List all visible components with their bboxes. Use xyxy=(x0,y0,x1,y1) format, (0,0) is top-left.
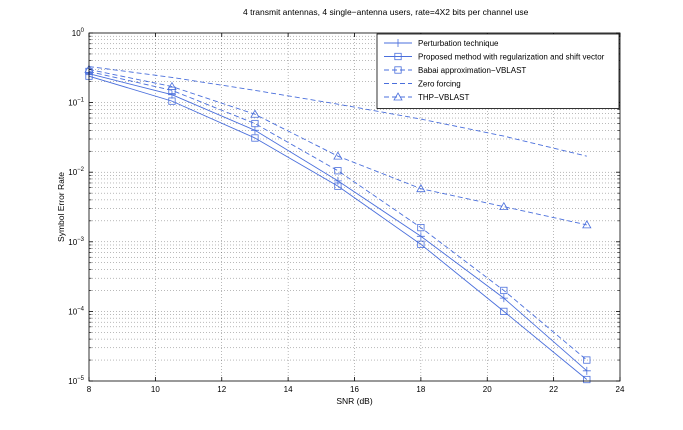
series-line xyxy=(88,68,587,226)
ticks: 8 10 12 14 16 18 20 22 24 100 10−1 10−2 10−3 10−4 10−5 xyxy=(68,28,625,394)
data-point-plus xyxy=(167,90,176,99)
series-line xyxy=(88,71,588,361)
data-point-plus xyxy=(416,232,425,241)
data-point-square xyxy=(583,356,591,364)
x-tick-label: 10 xyxy=(151,385,160,394)
y-tick-label: 10−1 xyxy=(68,98,84,108)
data-point-square xyxy=(500,286,508,295)
legend: Perturbation technique Proposed method wi… xyxy=(376,33,620,109)
data-point-square xyxy=(417,240,425,248)
legend-entry-4: THP−VBLAST xyxy=(384,92,469,102)
legend-label: Babai approximation−VBLAST xyxy=(418,66,526,75)
legend-entry-1: Proposed method with regularization and … xyxy=(384,53,605,62)
legend-label: Zero forcing xyxy=(418,80,461,89)
data-point-triangle xyxy=(167,81,177,90)
x-tick-label: 22 xyxy=(549,385,558,394)
series-line xyxy=(88,66,587,157)
y-tick-label: 10−4 xyxy=(68,306,84,316)
x-tick-label: 24 xyxy=(616,385,625,394)
data-point-triangle xyxy=(393,92,403,101)
data-point-square xyxy=(168,97,176,105)
data-point-square xyxy=(583,375,591,384)
x-tick-label: 16 xyxy=(350,385,359,394)
data-point-plus xyxy=(250,126,259,135)
y-axis-label: Symbol Error Rate xyxy=(56,172,66,242)
legend-entry-2: Babai approximation−VBLAST xyxy=(384,66,526,75)
legend-entry-0: Perturbation technique xyxy=(384,39,499,48)
y-tick-label: 100 xyxy=(72,28,85,38)
data-point-square xyxy=(500,307,508,316)
x-tick-label: 18 xyxy=(416,385,425,394)
data-point-square xyxy=(394,66,402,74)
data-point-plus xyxy=(499,294,508,303)
data-point-plus xyxy=(582,366,591,375)
data-point-plus xyxy=(394,39,402,47)
data-point-triangle xyxy=(416,183,426,193)
data-point-triangle xyxy=(499,201,509,211)
y-tick-label: 10−2 xyxy=(68,167,84,177)
data-point-triangle xyxy=(333,151,343,160)
data-point-square xyxy=(251,119,259,128)
series-group xyxy=(84,64,592,384)
data-point-square xyxy=(168,86,176,94)
legend-label: Perturbation technique xyxy=(418,39,499,48)
series-0 xyxy=(85,69,591,375)
data-point-square xyxy=(334,182,342,190)
series-3 xyxy=(88,66,587,157)
data-point-triangle xyxy=(582,220,592,229)
legend-entry-3: Zero forcing xyxy=(384,80,461,89)
data-point-square xyxy=(251,134,259,142)
x-axis-label: SNR (dB) xyxy=(336,396,373,406)
legend-box xyxy=(376,33,620,109)
data-point-square xyxy=(394,52,402,61)
chart-title: 4 transmit antennas, 4 single−antenna us… xyxy=(243,7,529,17)
data-point-square xyxy=(334,167,342,175)
y-tick-label: 10−3 xyxy=(68,237,84,247)
data-point-plus xyxy=(333,176,342,185)
x-tick-label: 14 xyxy=(284,385,293,394)
legend-label: THP−VBLAST xyxy=(418,93,469,102)
legend-label: Proposed method with regularization and … xyxy=(418,53,605,62)
series-line xyxy=(88,75,588,380)
x-tick-label: 20 xyxy=(483,385,492,394)
x-tick-label: 8 xyxy=(87,385,92,394)
x-tick-label: 12 xyxy=(217,385,226,394)
data-point-square xyxy=(417,223,425,232)
data-point-triangle xyxy=(250,109,260,118)
y-tick-label: 10−5 xyxy=(68,376,84,386)
